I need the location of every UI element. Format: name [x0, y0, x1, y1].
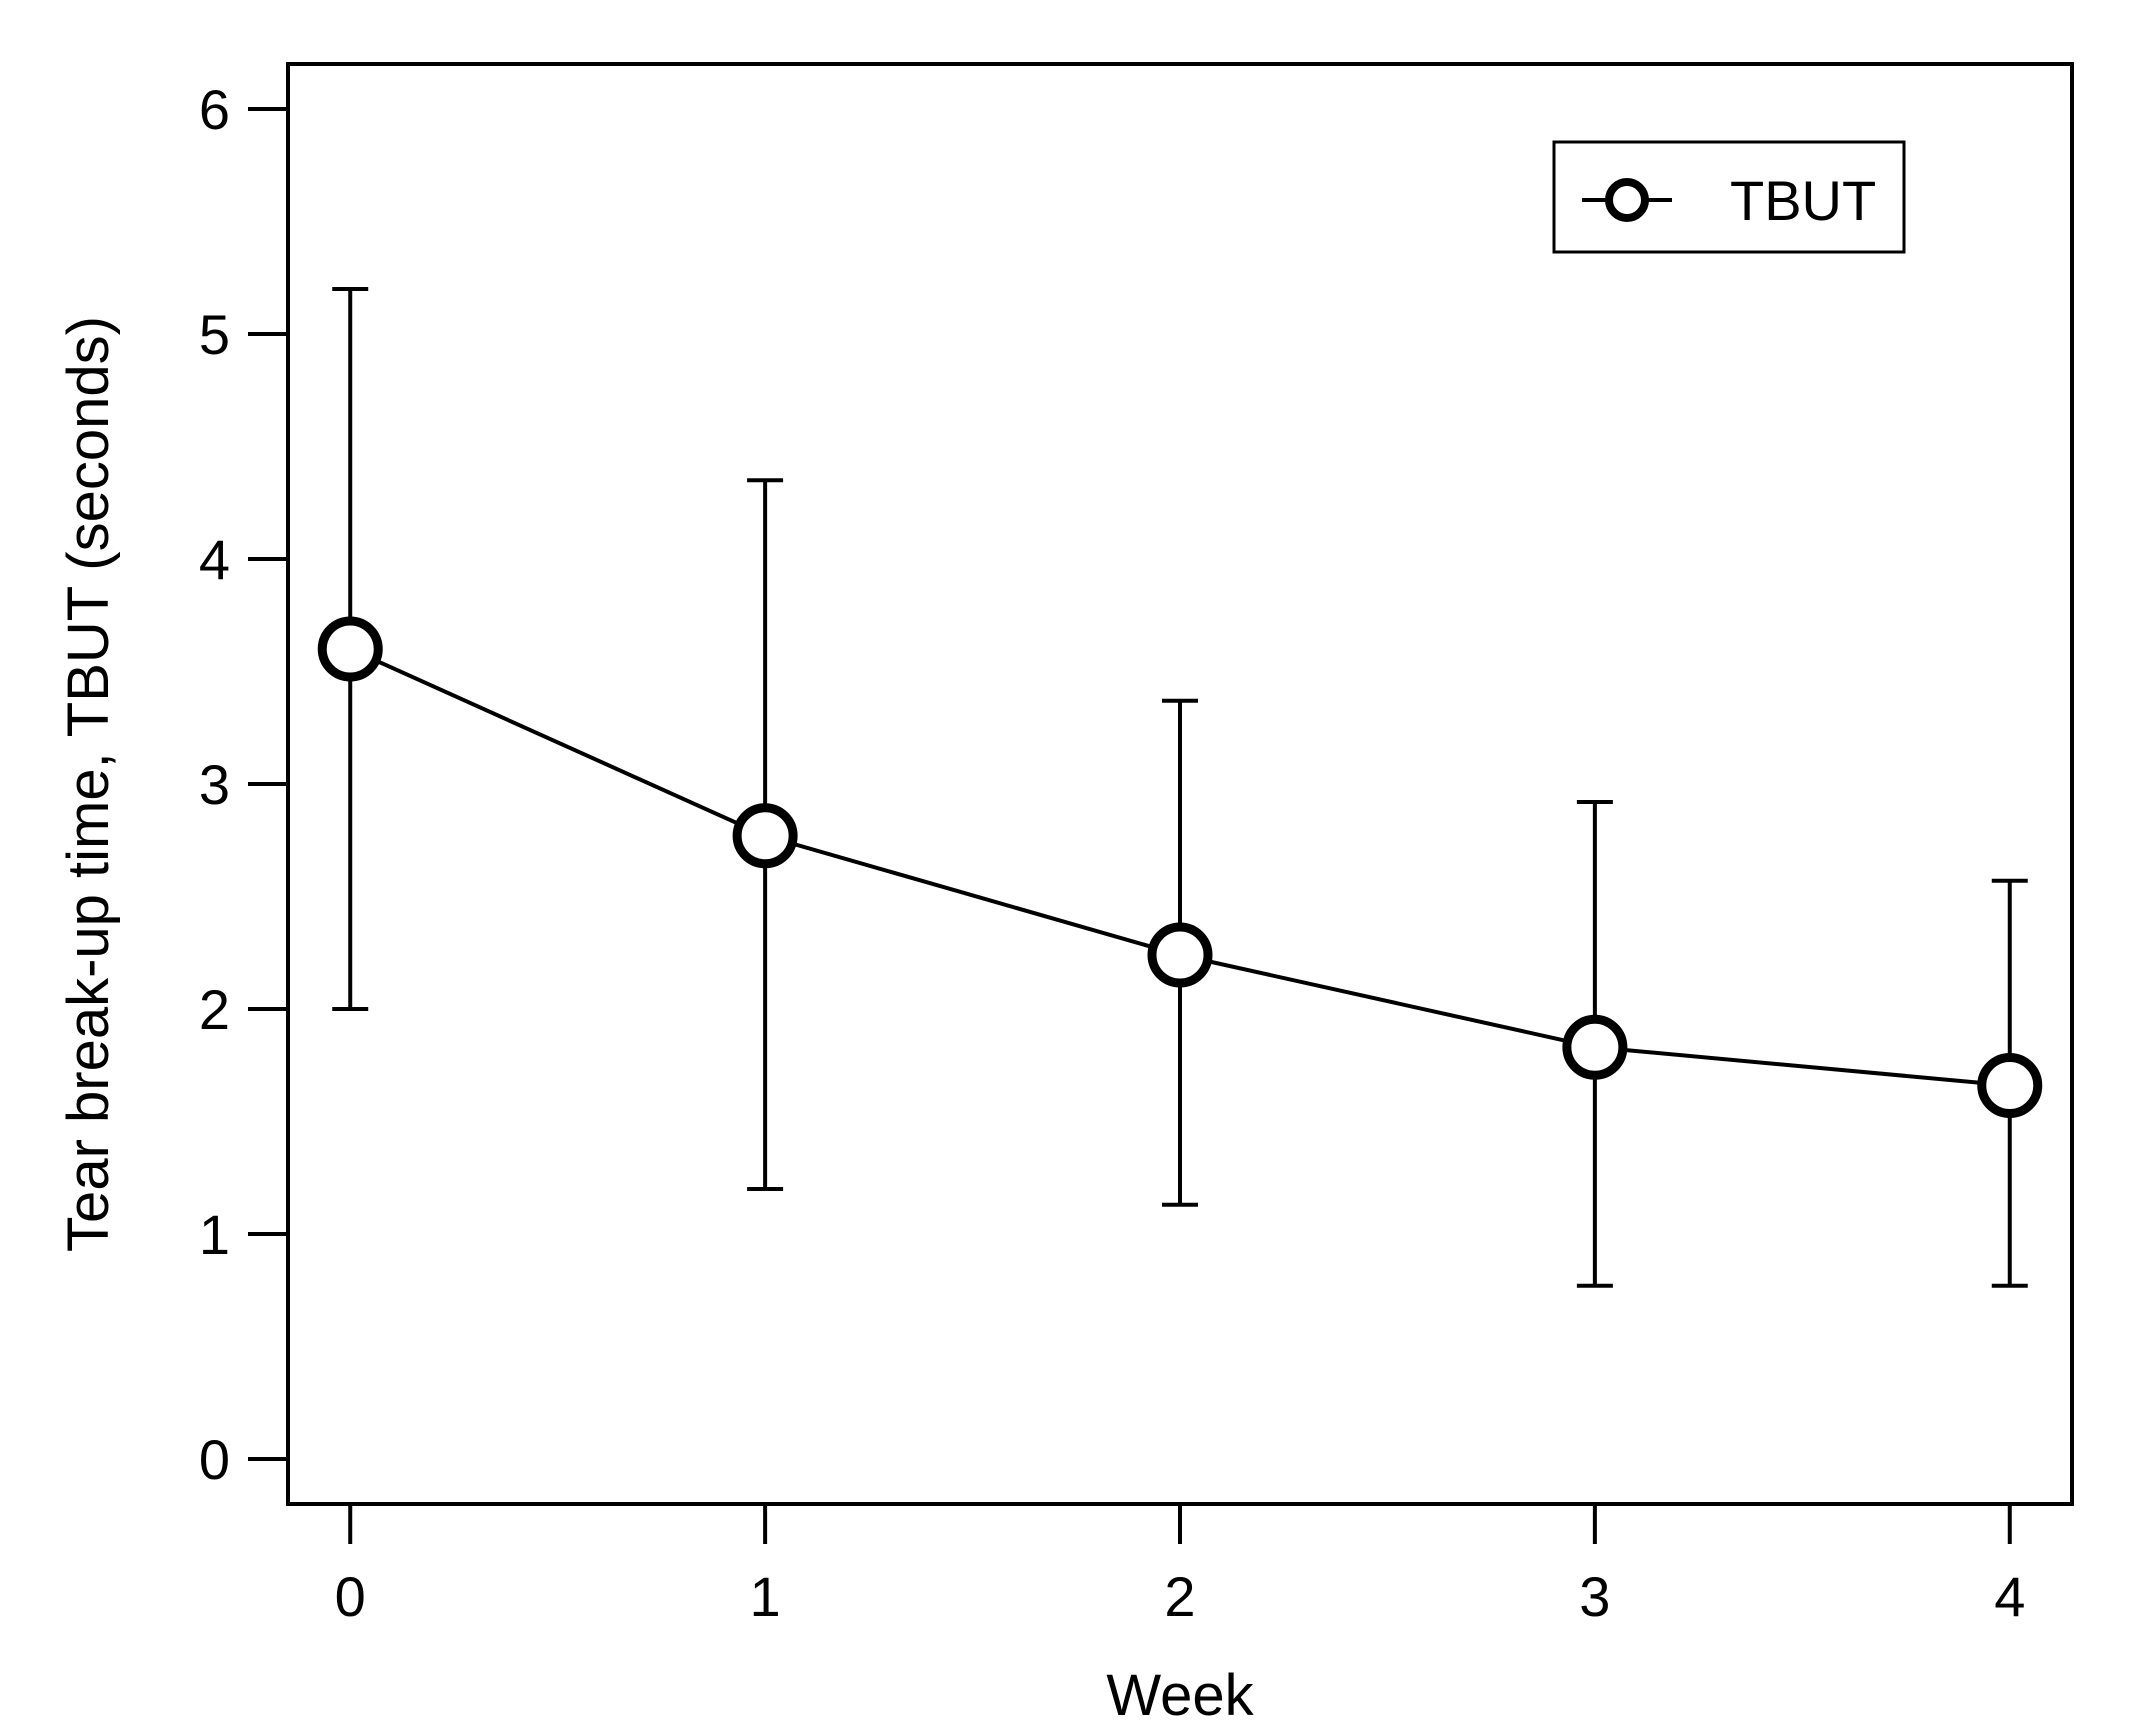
x-tick-label-2: 2: [1164, 1565, 1195, 1628]
x-tick-label-4: 4: [1994, 1565, 2025, 1628]
data-point-week-4: [1977, 1053, 2043, 1118]
x-tick-label-3: 3: [1579, 1565, 1610, 1628]
y-tick-label-4: 4: [199, 528, 230, 591]
y-axis-title: Tear break-up time, TBUT (seconds): [56, 316, 121, 1252]
x-tick-label-0: 0: [335, 1565, 366, 1628]
series-tbut: [317, 287, 2043, 1288]
y-tick-label-1: 1: [199, 1203, 230, 1266]
x-tick-label-1: 1: [750, 1565, 781, 1628]
data-point-week-0: [317, 616, 383, 682]
y-axis: 0 1 2 3 4 5 6: [199, 78, 288, 1491]
y-tick-label-2: 2: [199, 978, 230, 1041]
data-point-week-2: [1147, 922, 1213, 988]
x-axis-title: Week: [1106, 1663, 1254, 1728]
legend-marker-sample: [1605, 178, 1649, 222]
data-point-week-1: [732, 803, 798, 869]
legend-label-tbut: TBUT: [1730, 169, 1876, 232]
y-tick-label-6: 6: [199, 78, 230, 141]
y-tick-label-5: 5: [199, 303, 230, 366]
y-tick-label-3: 3: [199, 753, 230, 816]
legend: TBUT: [1552, 140, 1906, 254]
data-point-week-3: [1562, 1014, 1628, 1080]
y-tick-label-0: 0: [199, 1428, 230, 1491]
x-axis: 0 1 2 3 4: [335, 1504, 2025, 1628]
